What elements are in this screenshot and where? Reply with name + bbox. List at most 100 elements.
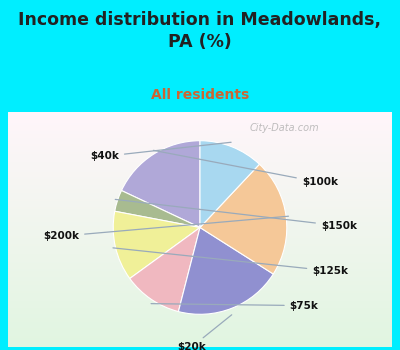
Bar xyxy=(8,253,392,255)
Bar xyxy=(8,180,392,182)
Bar xyxy=(8,286,392,288)
Text: City-Data.com: City-Data.com xyxy=(250,123,319,133)
Bar xyxy=(8,278,392,280)
Text: $200k: $200k xyxy=(43,216,288,241)
Bar xyxy=(8,196,392,198)
Bar xyxy=(8,165,392,167)
Bar xyxy=(8,296,392,298)
Bar xyxy=(8,292,392,294)
Bar xyxy=(8,192,392,194)
Text: $75k: $75k xyxy=(151,301,318,310)
Bar xyxy=(8,204,392,206)
Bar xyxy=(8,323,392,325)
Text: $100k: $100k xyxy=(154,150,338,187)
Wedge shape xyxy=(122,141,200,228)
Bar xyxy=(8,259,392,260)
Bar xyxy=(8,270,392,272)
Bar xyxy=(8,124,392,126)
Bar xyxy=(8,114,392,116)
Bar xyxy=(8,274,392,276)
Text: Income distribution in Meadowlands,
PA (%): Income distribution in Meadowlands, PA (… xyxy=(18,11,382,51)
Bar xyxy=(8,280,392,282)
Bar xyxy=(8,333,392,335)
Bar xyxy=(8,229,392,231)
Bar xyxy=(8,139,392,141)
Bar xyxy=(8,214,392,216)
Bar xyxy=(8,116,392,118)
Bar xyxy=(8,212,392,214)
Text: $20k: $20k xyxy=(177,315,232,350)
Bar xyxy=(8,118,392,120)
Bar xyxy=(8,130,392,132)
Bar xyxy=(8,303,392,306)
Bar xyxy=(8,251,392,253)
Wedge shape xyxy=(200,164,287,274)
Bar xyxy=(8,198,392,200)
Bar xyxy=(8,161,392,163)
Bar xyxy=(8,331,392,333)
Bar xyxy=(8,112,392,114)
Bar xyxy=(8,171,392,173)
Bar xyxy=(8,294,392,296)
Wedge shape xyxy=(200,141,260,228)
Bar xyxy=(8,135,392,138)
Bar xyxy=(8,325,392,327)
Bar xyxy=(8,132,392,133)
Text: $125k: $125k xyxy=(113,248,348,276)
Bar xyxy=(8,202,392,204)
Bar xyxy=(8,290,392,292)
Bar xyxy=(8,223,392,225)
Bar xyxy=(8,245,392,247)
Bar xyxy=(8,343,392,344)
Bar xyxy=(8,126,392,128)
Bar xyxy=(8,262,392,265)
Wedge shape xyxy=(115,190,200,228)
Text: $150k: $150k xyxy=(115,199,357,231)
Bar xyxy=(8,255,392,257)
Bar xyxy=(8,265,392,266)
Bar xyxy=(8,190,392,192)
Bar xyxy=(8,339,392,341)
Bar xyxy=(8,321,392,323)
Bar xyxy=(8,155,392,157)
Bar xyxy=(8,184,392,186)
Wedge shape xyxy=(113,211,200,279)
Bar xyxy=(8,282,392,284)
Bar xyxy=(8,169,392,170)
Bar xyxy=(8,173,392,175)
Bar xyxy=(8,120,392,122)
Bar xyxy=(8,302,392,303)
Bar xyxy=(8,206,392,208)
Bar xyxy=(8,307,392,309)
Bar xyxy=(8,300,392,302)
Bar xyxy=(8,147,392,149)
Bar xyxy=(8,312,392,313)
Bar xyxy=(8,143,392,145)
Bar xyxy=(8,208,392,210)
Bar xyxy=(8,182,392,184)
Bar xyxy=(8,317,392,319)
Bar xyxy=(8,272,392,274)
Bar xyxy=(8,243,392,245)
Bar xyxy=(8,309,392,312)
Bar xyxy=(8,200,392,202)
Bar xyxy=(8,247,392,249)
Bar xyxy=(8,329,392,331)
Bar xyxy=(8,233,392,235)
Bar xyxy=(8,122,392,124)
Bar xyxy=(8,151,392,153)
Bar xyxy=(8,188,392,190)
Bar xyxy=(8,268,392,270)
Bar xyxy=(8,217,392,219)
Bar xyxy=(8,319,392,321)
Bar xyxy=(8,306,392,307)
Bar xyxy=(8,186,392,188)
Bar xyxy=(8,231,392,233)
Bar xyxy=(8,276,392,278)
Bar xyxy=(8,216,392,217)
Bar xyxy=(8,178,392,180)
Bar xyxy=(8,288,392,290)
Text: $40k: $40k xyxy=(90,142,231,161)
Bar xyxy=(8,266,392,268)
Bar xyxy=(8,141,392,143)
